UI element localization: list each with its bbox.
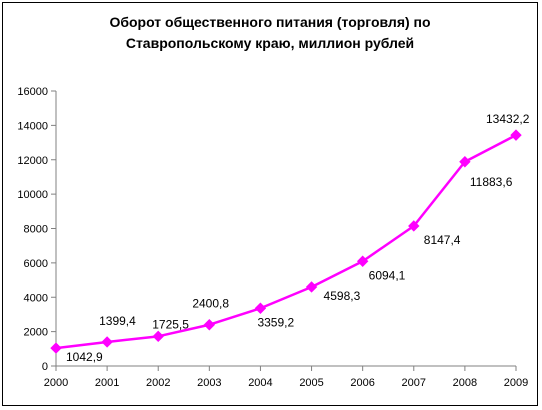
x-tick-label: 2008 bbox=[453, 377, 477, 389]
data-point-marker bbox=[254, 302, 267, 314]
x-tick-label: 2004 bbox=[248, 377, 272, 389]
data-point-marker bbox=[101, 336, 113, 348]
y-tick-label: 14000 bbox=[17, 120, 48, 132]
data-label: 8147,4 bbox=[424, 233, 461, 247]
chart-title: Оборот общественного питания (торговля) … bbox=[60, 12, 480, 54]
data-point-marker bbox=[203, 319, 216, 331]
x-tick-label: 2009 bbox=[504, 377, 528, 389]
series-group bbox=[50, 129, 522, 354]
x-tick-label: 2006 bbox=[350, 377, 374, 389]
data-point-marker bbox=[459, 156, 471, 168]
x-tick-label: 2001 bbox=[95, 377, 119, 389]
data-point-marker bbox=[152, 330, 164, 343]
data-label: 1399,4 bbox=[99, 314, 136, 328]
x-tick-label: 2007 bbox=[402, 377, 426, 389]
data-label: 6094,1 bbox=[369, 268, 406, 282]
y-tick-label: 16000 bbox=[17, 86, 48, 98]
data-point-marker bbox=[510, 129, 522, 141]
x-tick-label: 2005 bbox=[299, 377, 323, 389]
x-tick-label: 2000 bbox=[44, 377, 68, 389]
y-tick-label: 10000 bbox=[17, 189, 48, 201]
y-tick-label: 6000 bbox=[24, 258, 48, 270]
data-point-marker bbox=[356, 255, 369, 267]
series-line bbox=[55, 134, 517, 350]
data-label: 2400,8 bbox=[192, 297, 229, 311]
chart-title-line-2: Ставропольскому краю, миллион рублей bbox=[125, 35, 415, 51]
x-tick-label: 2003 bbox=[197, 377, 221, 389]
y-tick-label: 0 bbox=[42, 361, 48, 373]
chart-title-line-1: Оборот общественного питания (торговля) … bbox=[109, 14, 431, 30]
data-label: 3359,2 bbox=[257, 315, 294, 329]
y-tick-label: 12000 bbox=[17, 155, 48, 167]
y-tick-label: 8000 bbox=[24, 224, 48, 236]
data-label: 1042,9 bbox=[66, 350, 103, 364]
chart-frame bbox=[2, 2, 538, 406]
data-label: 13432,2 bbox=[486, 112, 530, 126]
axes-group: 0 2000 4000 6000 8000 10000 12000 14000 16000 200… bbox=[17, 86, 528, 389]
data-label: 1725,5 bbox=[152, 317, 189, 331]
data-point-marker bbox=[50, 342, 62, 354]
y-tick-label: 4000 bbox=[24, 292, 48, 304]
data-label: 4598,3 bbox=[324, 289, 361, 303]
y-tick-label: 2000 bbox=[24, 327, 48, 339]
x-tick-label: 2002 bbox=[146, 377, 170, 389]
data-point-marker bbox=[408, 220, 420, 232]
data-point-marker bbox=[305, 281, 318, 293]
data-label: 11883,6 bbox=[470, 175, 513, 189]
